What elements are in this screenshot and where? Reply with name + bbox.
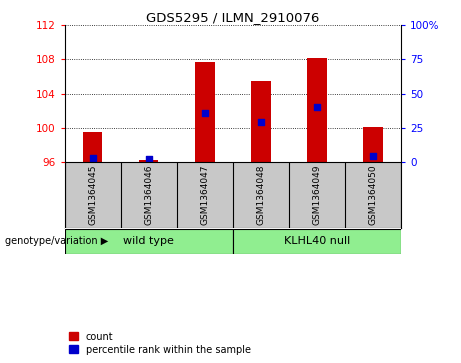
Text: genotype/variation ▶: genotype/variation ▶ [5, 236, 108, 246]
Bar [65, 229, 233, 254]
Title: GDS5295 / ILMN_2910076: GDS5295 / ILMN_2910076 [146, 11, 319, 24]
Bar [307, 58, 327, 162]
Text: GSM1364050: GSM1364050 [368, 165, 378, 225]
Bar [363, 127, 383, 162]
Text: wild type: wild type [123, 236, 174, 246]
Bar [251, 81, 271, 162]
Text: GSM1364046: GSM1364046 [144, 165, 153, 225]
Point [145, 156, 152, 162]
Point [89, 155, 96, 160]
Bar [233, 229, 401, 254]
Bar [83, 132, 102, 162]
Legend: count, percentile rank within the sample: count, percentile rank within the sample [70, 331, 251, 355]
Text: GSM1364047: GSM1364047 [200, 165, 209, 225]
Point [257, 119, 265, 125]
Point [313, 104, 321, 110]
Point [201, 110, 208, 115]
Text: KLHL40 null: KLHL40 null [284, 236, 350, 246]
Text: GSM1364049: GSM1364049 [313, 165, 321, 225]
Text: GSM1364045: GSM1364045 [88, 165, 97, 225]
Bar [195, 62, 214, 162]
Point [369, 153, 377, 159]
Text: GSM1364048: GSM1364048 [256, 165, 266, 225]
Bar [139, 160, 159, 162]
